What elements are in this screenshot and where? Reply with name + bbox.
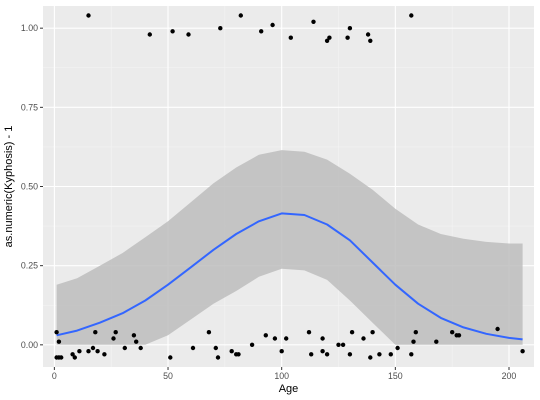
data-point	[270, 22, 275, 28]
data-point	[450, 330, 455, 335]
data-point	[86, 349, 91, 354]
data-point	[263, 333, 268, 338]
data-point	[249, 342, 255, 347]
data-point	[324, 38, 330, 43]
data-point	[288, 35, 293, 40]
data-point	[370, 330, 375, 335]
data-point	[122, 345, 128, 351]
data-point	[272, 336, 278, 341]
data-point	[77, 349, 82, 354]
data-point	[131, 333, 137, 338]
data-point	[134, 339, 139, 344]
data-point	[206, 330, 212, 335]
data-point	[327, 35, 332, 40]
data-point	[95, 349, 100, 354]
data-point	[388, 352, 393, 357]
data-point	[409, 13, 414, 18]
y-tick-label: 0.50	[21, 182, 38, 192]
data-point	[86, 13, 91, 18]
data-point	[186, 32, 191, 37]
data-point	[306, 330, 312, 335]
data-point	[72, 355, 78, 360]
data-point	[111, 336, 116, 341]
data-point	[456, 333, 462, 338]
x-tick-label: 0	[52, 371, 57, 381]
data-point	[347, 352, 353, 357]
smooth-line	[56, 212, 523, 341]
data-point	[311, 19, 316, 24]
data-point	[495, 326, 500, 332]
data-point	[238, 13, 243, 18]
data-point	[349, 330, 355, 335]
x-tick-label: 150	[388, 371, 403, 381]
data-point	[147, 32, 152, 37]
data-point	[259, 29, 264, 34]
data-point	[56, 339, 62, 344]
x-tick-label: 50	[163, 371, 173, 381]
data-point	[102, 352, 107, 357]
data-point	[168, 355, 173, 360]
x-axis-title: Age	[279, 383, 299, 395]
plot-layers	[56, 150, 523, 345]
data-point	[377, 352, 382, 357]
x-tick-label: 100	[274, 371, 289, 381]
data-point	[345, 35, 350, 40]
y-axis-title: as.numeric(Kyphosis) - 1	[3, 126, 15, 248]
data-point	[320, 349, 325, 354]
data-point	[324, 352, 330, 357]
data-point	[213, 345, 218, 351]
y-tick-label: 0.25	[21, 261, 38, 271]
data-point	[284, 336, 289, 341]
data-point	[138, 345, 143, 351]
data-point	[368, 355, 373, 360]
data-point	[413, 330, 418, 335]
data-point	[54, 330, 59, 335]
data-point	[70, 352, 75, 357]
data-point	[113, 330, 118, 335]
data-point	[229, 349, 234, 354]
data-point	[434, 339, 439, 344]
data-point	[236, 352, 241, 357]
data-point	[218, 26, 223, 31]
data-point	[170, 29, 175, 34]
data-point	[365, 32, 371, 37]
data-point	[520, 349, 525, 354]
data-point	[336, 342, 341, 347]
data-point	[215, 355, 221, 360]
data-point	[409, 352, 414, 357]
y-axis-ticks: 0.00 0.25 0.50 0.75 1.00	[21, 23, 43, 350]
data-point	[279, 349, 284, 354]
data-point	[395, 345, 400, 351]
y-tick-label: 0.00	[21, 340, 38, 350]
data-point	[347, 26, 353, 31]
x-tick-label: 200	[502, 371, 517, 381]
y-tick-label: 0.75	[21, 102, 38, 112]
data-point	[90, 345, 96, 351]
data-point	[368, 38, 373, 43]
x-axis-ticks: 0 50 100 150 200	[52, 367, 517, 381]
data-point	[361, 336, 366, 341]
data-point	[309, 352, 314, 357]
data-point	[190, 345, 196, 351]
y-tick-label: 1.00	[21, 23, 38, 33]
data-points	[54, 13, 525, 360]
data-point	[340, 342, 346, 347]
data-point	[93, 330, 98, 335]
confidence-ribbon	[56, 150, 523, 345]
data-point	[59, 355, 64, 360]
data-point	[411, 339, 416, 344]
data-point	[320, 336, 325, 341]
